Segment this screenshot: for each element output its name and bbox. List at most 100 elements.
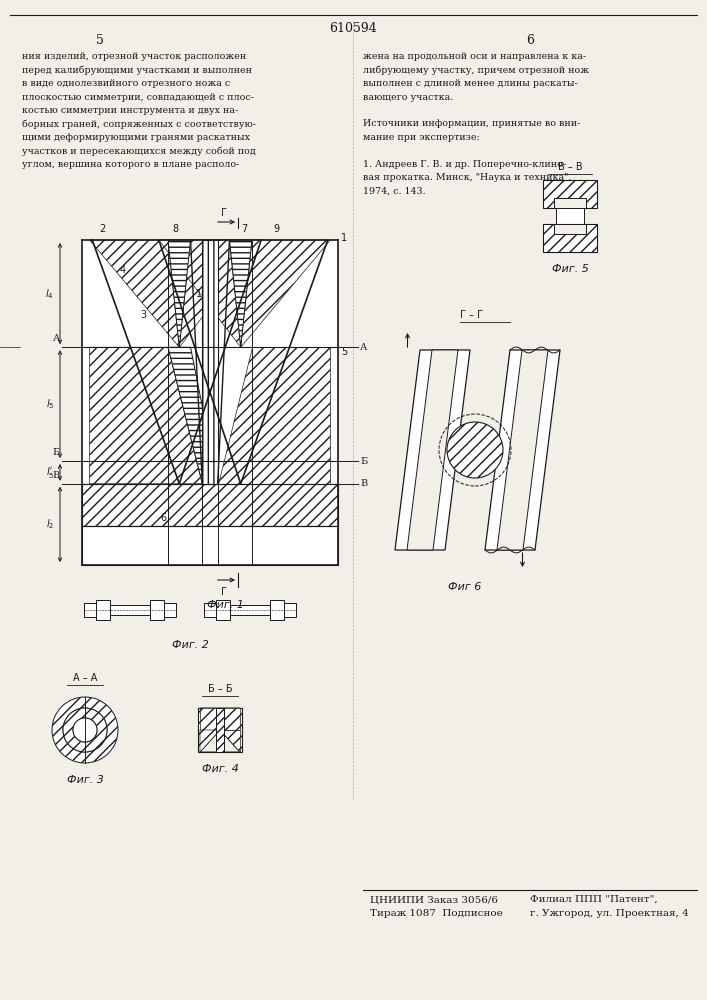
Text: костью симметрии инструмента и двух на-: костью симметрии инструмента и двух на- <box>22 106 238 115</box>
Bar <box>198 708 242 752</box>
Wedge shape <box>52 697 118 763</box>
Text: Фиг. 4: Фиг. 4 <box>201 764 238 774</box>
Polygon shape <box>180 240 261 347</box>
Text: г. Ужгород, ул. Проектная, 4: г. Ужгород, ул. Проектная, 4 <box>530 909 689 918</box>
Text: А: А <box>360 343 368 352</box>
Polygon shape <box>485 350 560 550</box>
Bar <box>284 603 296 617</box>
Text: углом, вершина которого в плане располо-: углом, вершина которого в плане располо- <box>22 160 240 169</box>
Text: Г – Г: Г – Г <box>460 310 483 320</box>
Text: $l_5'$: $l_5'$ <box>45 465 54 480</box>
Text: В – В: В – В <box>558 162 583 172</box>
Bar <box>164 603 176 617</box>
Circle shape <box>73 718 97 742</box>
Text: Филиал ППП "Патент",: Филиал ППП "Патент", <box>530 895 658 904</box>
Text: 1. Андреев Г. В. и др. Поперечно-клино-: 1. Андреев Г. В. и др. Поперечно-клино- <box>363 160 566 169</box>
Bar <box>204 603 216 617</box>
Text: 7: 7 <box>242 224 248 234</box>
Text: 10: 10 <box>196 289 208 299</box>
Polygon shape <box>220 730 240 752</box>
Text: 1: 1 <box>341 233 347 243</box>
Bar <box>202 240 218 484</box>
Text: Фиг. 2: Фиг. 2 <box>172 640 209 650</box>
Bar <box>96 600 110 620</box>
Polygon shape <box>230 240 252 347</box>
Text: Источники информации, принятые во вни-: Источники информации, принятые во вни- <box>363 119 580 128</box>
Text: Тираж 1087  Подписное: Тираж 1087 Подписное <box>370 909 503 918</box>
Bar <box>230 605 270 615</box>
Text: 6: 6 <box>161 513 167 523</box>
Text: $l_5$: $l_5$ <box>45 397 54 411</box>
Text: 3: 3 <box>141 310 146 320</box>
Text: Фиг. 1: Фиг. 1 <box>206 600 243 610</box>
Text: А: А <box>52 334 60 343</box>
Text: $l_2$: $l_2$ <box>46 517 54 531</box>
Text: ния изделий, отрезной участок расположен: ния изделий, отрезной участок расположен <box>22 52 246 61</box>
Text: перед калибрующими участками и выполнен: перед калибрующими участками и выполнен <box>22 66 252 75</box>
Text: В: В <box>53 471 60 480</box>
Text: Б: Б <box>360 456 367 466</box>
Polygon shape <box>90 347 202 484</box>
Text: в виде однолезвийного отрезного ножа с: в виде однолезвийного отрезного ножа с <box>22 79 230 88</box>
Text: Б: Б <box>53 448 60 457</box>
Polygon shape <box>200 708 240 730</box>
Polygon shape <box>220 708 240 730</box>
Bar <box>543 180 597 208</box>
Text: Б – Б: Б – Б <box>208 684 233 694</box>
Text: 2: 2 <box>100 224 105 234</box>
Polygon shape <box>200 708 220 730</box>
Text: выполнен с длиной менее длины раскаты-: выполнен с длиной менее длины раскаты- <box>363 79 578 88</box>
Text: либрующему участку, причем отрезной нож: либрующему участку, причем отрезной нож <box>363 66 589 75</box>
Text: Фиг. 3: Фиг. 3 <box>66 775 103 785</box>
Text: 8: 8 <box>173 224 178 234</box>
Text: 610594: 610594 <box>329 21 377 34</box>
Polygon shape <box>407 350 458 550</box>
Text: $l_4$: $l_4$ <box>45 287 54 301</box>
Text: жена на продольной оси и направлена к ка-: жена на продольной оси и направлена к ка… <box>363 52 586 61</box>
Bar <box>270 600 284 620</box>
Bar <box>150 600 164 620</box>
Text: 6: 6 <box>526 33 534 46</box>
Text: 5: 5 <box>341 347 347 357</box>
Text: Фиг 6: Фиг 6 <box>448 582 481 592</box>
Text: 4: 4 <box>120 265 126 275</box>
Polygon shape <box>168 347 218 484</box>
Wedge shape <box>63 708 107 752</box>
Bar <box>216 708 224 752</box>
Bar <box>216 600 230 620</box>
Text: плоскостью симметрии, совпадающей с плос-: плоскостью симметрии, совпадающей с плос… <box>22 93 254 102</box>
Polygon shape <box>218 347 330 484</box>
Text: ЦНИИПИ Заказ 3056/6: ЦНИИПИ Заказ 3056/6 <box>370 895 498 904</box>
Text: участков и пересекающихся между собой под: участков и пересекающихся между собой по… <box>22 146 256 156</box>
Text: мание при экспертизе:: мание при экспертизе: <box>363 133 480 142</box>
Text: 5: 5 <box>96 33 104 46</box>
Bar <box>82 484 338 526</box>
Polygon shape <box>240 240 330 347</box>
Text: 9: 9 <box>274 224 280 234</box>
Polygon shape <box>200 730 240 752</box>
Bar <box>554 198 586 208</box>
Text: Г: Г <box>221 587 227 597</box>
Bar <box>110 605 150 615</box>
Text: вая прокатка. Минск, "Наука и техника",: вая прокатка. Минск, "Наука и техника", <box>363 174 571 182</box>
Text: Фиг. 5: Фиг. 5 <box>551 264 588 274</box>
Text: борных граней, сопряженных с соответствую-: борных граней, сопряженных с соответству… <box>22 119 256 129</box>
Bar <box>82 240 338 565</box>
Polygon shape <box>395 350 470 550</box>
Text: Г: Г <box>221 208 227 218</box>
Bar <box>543 224 597 252</box>
Text: А – А: А – А <box>73 673 97 683</box>
Text: 1974, с. 143.: 1974, с. 143. <box>363 187 426 196</box>
Text: вающего участка.: вающего участка. <box>363 93 453 102</box>
Circle shape <box>447 422 503 478</box>
Polygon shape <box>159 240 240 347</box>
Bar <box>554 224 586 234</box>
Text: щими деформирующими гранями раскатных: щими деформирующими гранями раскатных <box>22 133 250 142</box>
Polygon shape <box>168 240 191 347</box>
Text: В: В <box>360 479 367 488</box>
Polygon shape <box>90 240 180 347</box>
Polygon shape <box>200 730 220 752</box>
Bar <box>84 603 96 617</box>
Bar <box>82 526 338 565</box>
Bar <box>556 208 584 224</box>
